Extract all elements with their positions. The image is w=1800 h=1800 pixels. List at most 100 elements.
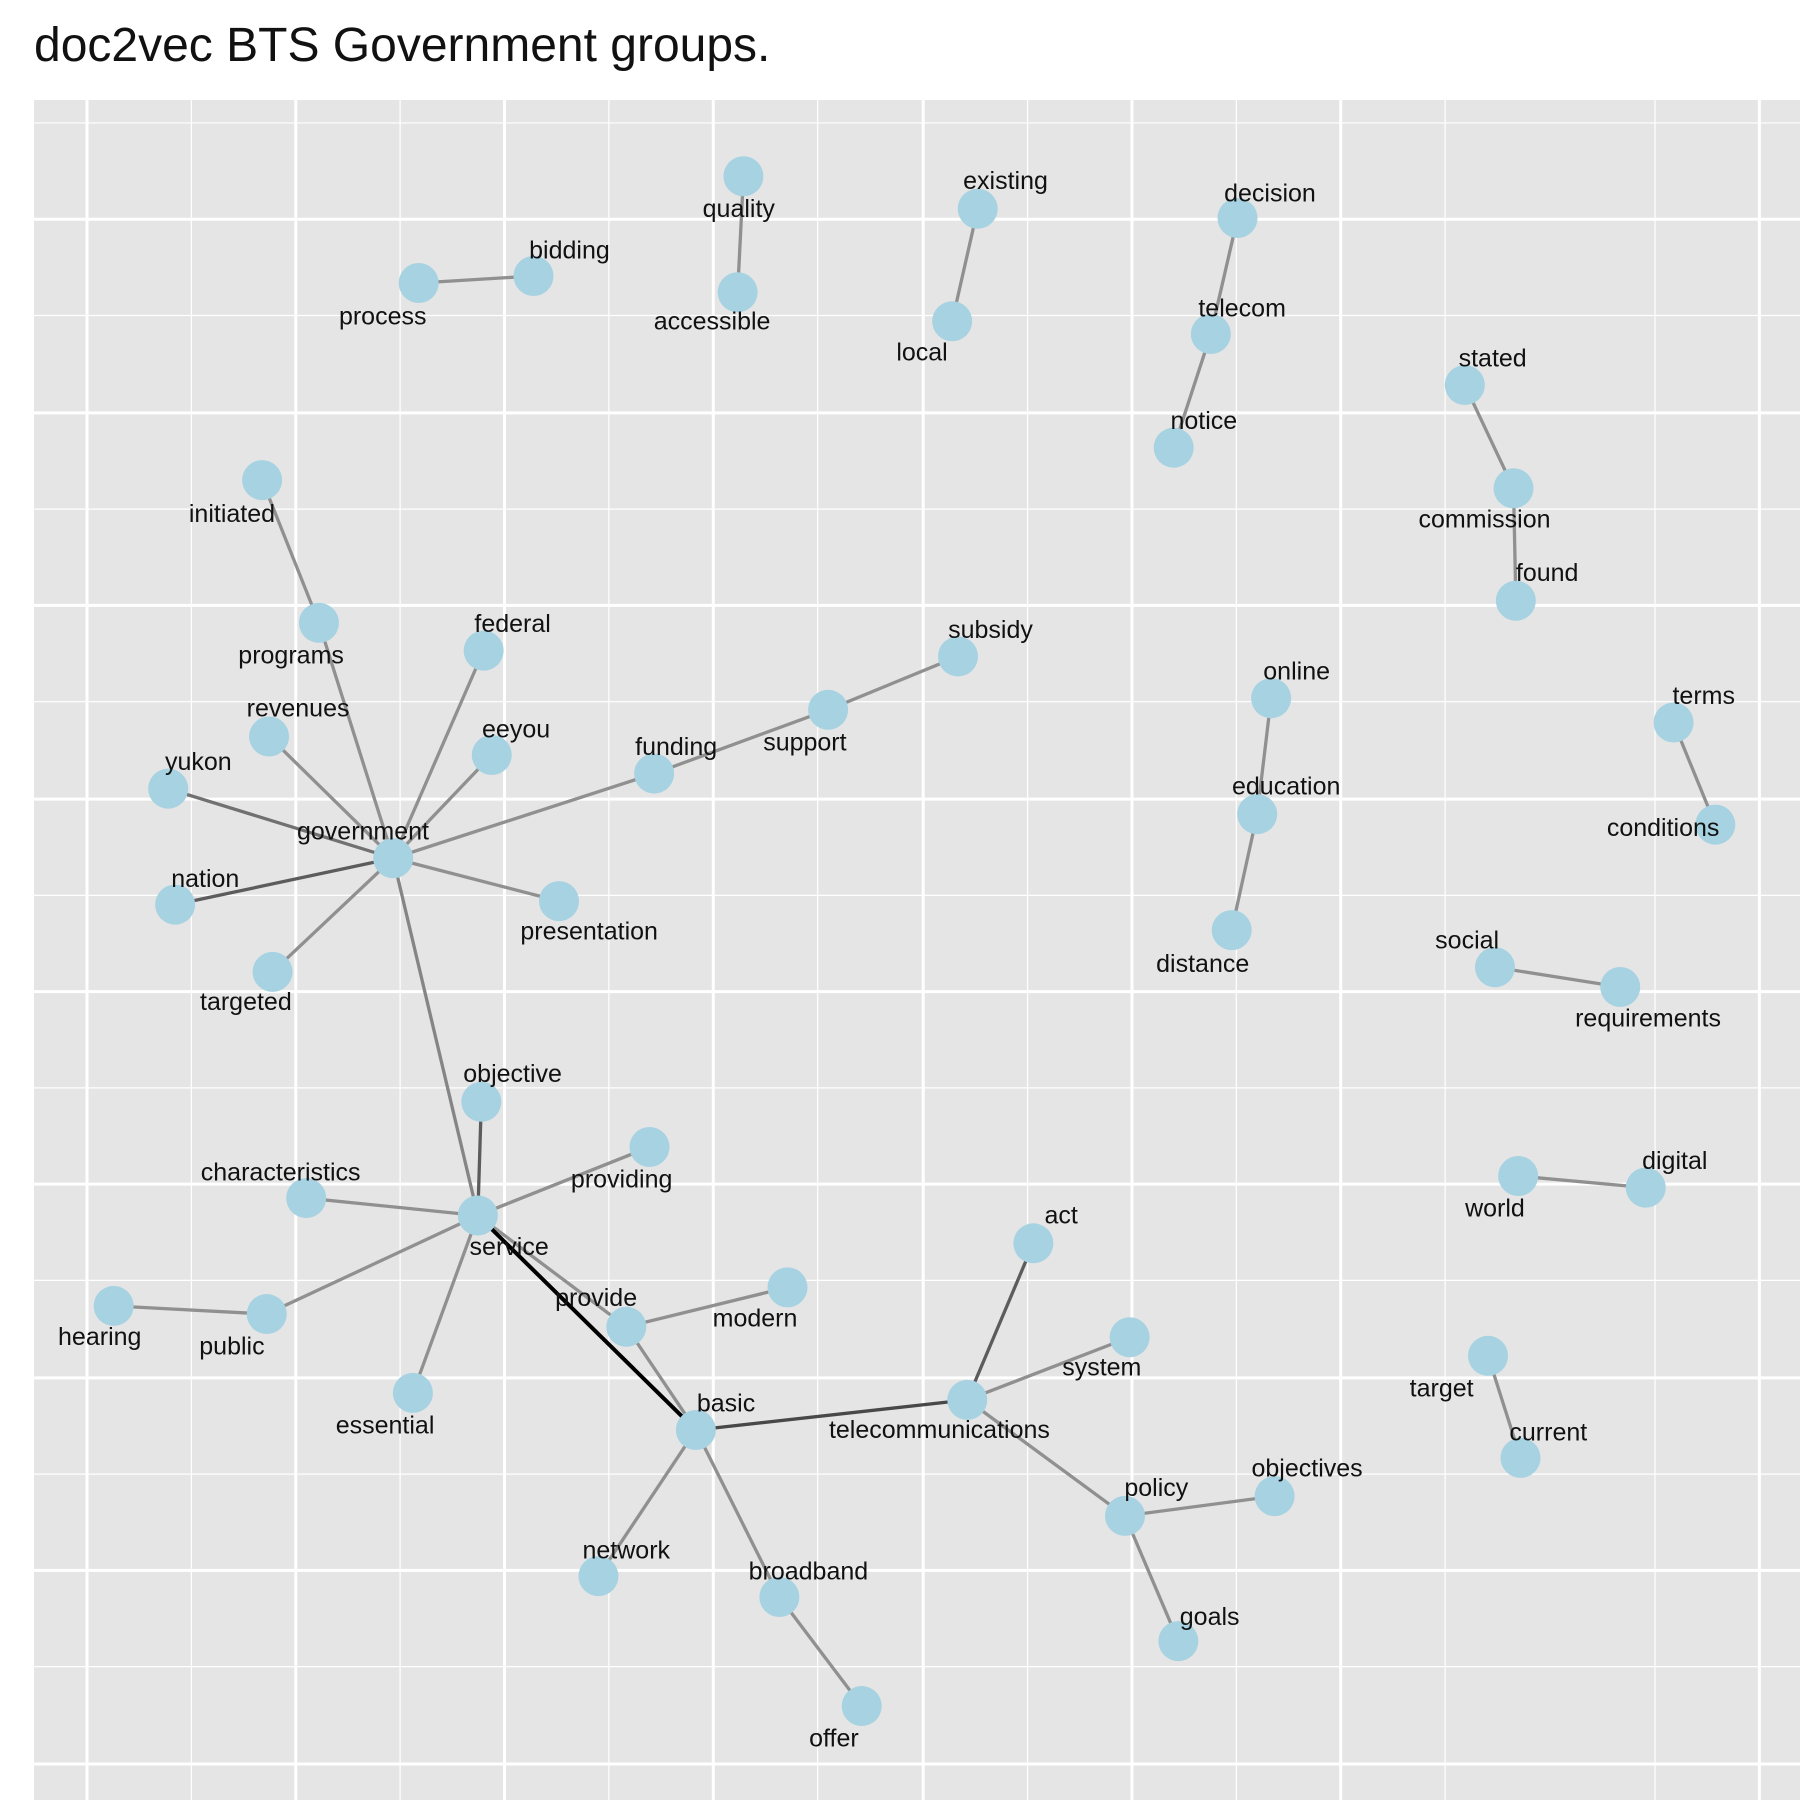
edge-basic-telecommunications [694, 1398, 969, 1432]
node-label-telecommunications: telecommunications [829, 1416, 1050, 1444]
node-world[interactable] [1498, 1156, 1539, 1197]
node-label-terms: terms [1672, 682, 1735, 710]
node-hearing[interactable] [93, 1285, 134, 1326]
node-label-stated: stated [1459, 344, 1527, 372]
edge-essential-service [411, 1213, 480, 1395]
node-label-process: process [339, 303, 427, 331]
node-label-providing: providing [571, 1166, 672, 1194]
node-service[interactable] [457, 1195, 498, 1236]
node-online[interactable] [1251, 678, 1292, 719]
node-telecommunications[interactable] [947, 1379, 988, 1420]
node-act[interactable] [1013, 1223, 1054, 1264]
node-yukon[interactable] [148, 768, 189, 809]
edge-initiated-programs [260, 478, 321, 625]
node-target[interactable] [1468, 1335, 1509, 1376]
node-terms[interactable] [1653, 702, 1694, 743]
node-modern[interactable] [767, 1267, 808, 1308]
node-bidding[interactable] [513, 256, 554, 297]
node-label-social: social [1435, 927, 1499, 955]
edge-hearing-public [112, 1304, 269, 1316]
node-programs[interactable] [298, 602, 339, 643]
edge-service-basic [475, 1213, 698, 1433]
node-objective[interactable] [461, 1081, 502, 1122]
node-commission[interactable] [1493, 468, 1534, 509]
node-decision[interactable] [1217, 198, 1258, 239]
node-found[interactable] [1495, 580, 1536, 621]
node-label-federal: federal [474, 610, 550, 638]
node-government[interactable] [373, 838, 414, 879]
node-federal[interactable] [463, 630, 504, 671]
node-goals[interactable] [1158, 1621, 1199, 1662]
node-telecom[interactable] [1190, 314, 1231, 355]
edge-yukon-government [166, 787, 395, 860]
node-label-modern: modern [713, 1305, 798, 1333]
edge-funding-government [391, 771, 656, 860]
node-presentation[interactable] [539, 881, 580, 922]
node-nation[interactable] [155, 884, 196, 925]
node-essential[interactable] [392, 1372, 433, 1413]
node-social[interactable] [1474, 947, 1515, 988]
node-provide[interactable] [606, 1306, 647, 1347]
node-network[interactable] [578, 1556, 619, 1597]
edge-broadband-offer [777, 1595, 864, 1708]
node-label-decision: decision [1224, 180, 1316, 208]
node-label-support: support [763, 728, 846, 756]
node-basic[interactable] [675, 1410, 716, 1451]
node-digital[interactable] [1625, 1167, 1666, 1208]
node-stated[interactable] [1444, 365, 1485, 406]
node-local[interactable] [932, 301, 973, 342]
node-label-subsidy: subsidy [948, 616, 1033, 644]
edge-act-telecommunications [965, 1241, 1036, 1402]
node-label-targeted: targeted [200, 988, 292, 1016]
edge-telecommunications-policy [965, 1398, 1127, 1518]
node-label-essential: essential [336, 1411, 435, 1439]
node-offer[interactable] [841, 1686, 882, 1727]
node-label-quality: quality [703, 195, 776, 223]
edge-public-service [265, 1213, 480, 1316]
node-label-basic: basic [697, 1389, 755, 1417]
node-quality[interactable] [723, 156, 764, 197]
node-process[interactable] [398, 262, 439, 303]
node-layer [93, 156, 1736, 1727]
node-label-programs: programs [238, 641, 344, 669]
node-label-broadband: broadband [749, 1558, 869, 1586]
node-system[interactable] [1109, 1317, 1150, 1358]
node-accessible[interactable] [717, 272, 758, 313]
node-label-current: current [1509, 1418, 1587, 1446]
edge-world-digital [1516, 1174, 1648, 1190]
node-subsidy[interactable] [937, 636, 978, 677]
node-label-policy: policy [1124, 1474, 1188, 1502]
node-characteristics[interactable] [286, 1178, 327, 1219]
node-public[interactable] [246, 1294, 287, 1335]
node-current[interactable] [1500, 1437, 1541, 1478]
node-existing[interactable] [957, 188, 998, 229]
node-notice[interactable] [1153, 427, 1194, 468]
node-label-local: local [896, 339, 947, 367]
node-conditions[interactable] [1695, 804, 1736, 845]
edge-presentation-government [391, 856, 561, 903]
node-label-education: education [1232, 772, 1340, 800]
edge-funding-support [652, 708, 830, 776]
node-label-commission: commission [1419, 506, 1551, 534]
node-targeted[interactable] [252, 951, 293, 992]
node-revenues[interactable] [249, 716, 290, 757]
node-label-goals: goals [1180, 1603, 1240, 1631]
node-distance[interactable] [1211, 910, 1252, 951]
node-label-objective: objective [463, 1060, 562, 1088]
node-initiated[interactable] [242, 460, 283, 501]
node-policy[interactable] [1105, 1495, 1145, 1536]
node-label-found: found [1516, 559, 1579, 587]
edge-policy-objectives [1123, 1494, 1277, 1518]
node-providing[interactable] [629, 1127, 670, 1168]
node-funding[interactable] [634, 753, 675, 794]
node-label-existing: existing [963, 167, 1048, 195]
node-support[interactable] [808, 689, 849, 730]
node-label-online: online [1263, 658, 1330, 686]
node-objectives[interactable] [1254, 1476, 1295, 1517]
node-education[interactable] [1237, 794, 1278, 835]
node-eeyou[interactable] [471, 735, 512, 776]
label-layer: quality accessible bidding process existing l… [58, 167, 1735, 1753]
node-broadband[interactable] [759, 1577, 800, 1618]
node-requirements[interactable] [1600, 966, 1641, 1007]
node-label-system: system [1062, 1353, 1141, 1381]
